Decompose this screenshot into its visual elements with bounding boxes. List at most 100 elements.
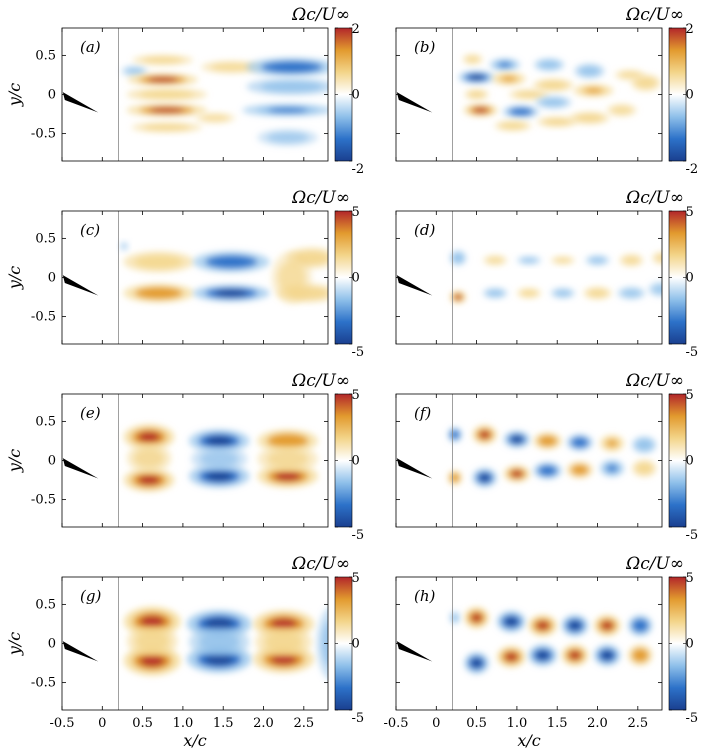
colorbar-tick-label: 0 bbox=[686, 88, 694, 103]
colorbar-tick-label: 5 bbox=[686, 571, 694, 586]
panel-label: (g) bbox=[80, 587, 101, 605]
vortex bbox=[447, 470, 462, 486]
vortex bbox=[257, 129, 318, 146]
vortex bbox=[127, 625, 178, 657]
panel-e: 0.5 0 -0.5 y/c (e) 5 0 -5 Ωc/U∞ bbox=[5, 371, 364, 543]
vortex bbox=[255, 626, 312, 658]
vortex bbox=[464, 607, 489, 629]
x-tick-label: 1.5 bbox=[547, 716, 568, 731]
y-axis-label: y/c bbox=[5, 449, 24, 473]
airfoil bbox=[396, 275, 433, 296]
axes-frame bbox=[395, 576, 663, 711]
vortex bbox=[192, 251, 270, 273]
vortex bbox=[188, 464, 250, 488]
colorbar-title: Ωc/U∞ bbox=[625, 371, 684, 391]
airfoil bbox=[62, 641, 99, 662]
y-axis-label: y/c bbox=[5, 83, 24, 107]
vortex bbox=[489, 58, 520, 72]
vortex bbox=[131, 122, 203, 133]
panel-label: (a) bbox=[80, 38, 101, 56]
vortex bbox=[632, 436, 657, 454]
x-tick-label: 2.0 bbox=[587, 716, 608, 731]
vortex bbox=[242, 103, 328, 117]
vorticity-field bbox=[458, 54, 661, 132]
vortex bbox=[190, 446, 248, 472]
vortex bbox=[464, 652, 489, 674]
colorbar-tick-label: 5 bbox=[686, 388, 694, 403]
vortex bbox=[594, 644, 621, 666]
vortex bbox=[628, 614, 653, 637]
colorbar-tick-label: 0 bbox=[352, 454, 360, 469]
y-axis-label: y/c bbox=[5, 632, 24, 656]
vortex bbox=[619, 253, 644, 267]
y-tick-label: 0.5 bbox=[35, 48, 56, 63]
y-axis-label: y/c bbox=[5, 266, 24, 290]
colorbar-title: Ωc/U∞ bbox=[625, 5, 684, 25]
vortex bbox=[497, 611, 526, 633]
y-tick-label: -0.5 bbox=[31, 127, 56, 142]
x-tick-label: 2.5 bbox=[293, 716, 314, 731]
vortex bbox=[123, 251, 194, 273]
colorbar-title: Ωc/U∞ bbox=[291, 5, 350, 25]
vortex bbox=[257, 445, 318, 473]
colorbar-title: Ωc/U∞ bbox=[291, 371, 350, 391]
vortex bbox=[195, 112, 236, 124]
vortex bbox=[583, 286, 612, 300]
y-tick-label: -0.5 bbox=[31, 310, 56, 325]
vortex bbox=[246, 57, 328, 77]
y-tick-label: 0 bbox=[48, 637, 56, 652]
panel-h: -0.5 0 0.5 1.0 1.5 2.0 2.5 x/c (h) 5 0 -5 Ωc/U∞ bbox=[383, 554, 698, 750]
x-tick-label: 0 bbox=[432, 716, 440, 731]
axes-frame bbox=[395, 210, 663, 345]
vortex bbox=[188, 429, 250, 453]
vortex bbox=[566, 434, 593, 451]
vortex bbox=[257, 429, 318, 453]
panel-label: (b) bbox=[414, 38, 435, 56]
vortex bbox=[123, 283, 194, 303]
vorticity-field bbox=[120, 241, 328, 304]
panel-label: (f) bbox=[414, 404, 431, 422]
y-tick-label: 0 bbox=[48, 271, 56, 286]
vorticity-field bbox=[447, 425, 657, 488]
colorbar-tick-label: 0 bbox=[352, 271, 360, 286]
x-tick-label: 0.5 bbox=[466, 716, 487, 731]
panel-b: (b) 2 0 -2 Ωc/U∞ bbox=[395, 5, 698, 177]
vortex bbox=[516, 256, 542, 265]
vortex bbox=[561, 614, 589, 637]
x-tick-label: -0.5 bbox=[383, 716, 408, 731]
vortex bbox=[483, 287, 508, 299]
vortex bbox=[632, 459, 657, 477]
vortex bbox=[550, 287, 575, 299]
colorbar-tick-label: 0 bbox=[352, 88, 360, 103]
vortex bbox=[628, 644, 653, 666]
colorbar-tick-label: 5 bbox=[352, 205, 360, 220]
vortex bbox=[502, 105, 540, 119]
vortex bbox=[491, 72, 526, 86]
colorbar-tick-label: -5 bbox=[686, 345, 699, 360]
airfoil bbox=[396, 641, 433, 662]
vortex bbox=[449, 611, 460, 625]
vortex bbox=[561, 644, 589, 666]
vortex bbox=[528, 644, 557, 666]
vortex bbox=[533, 432, 562, 450]
vortex bbox=[132, 54, 193, 66]
vorticity-field bbox=[449, 607, 653, 674]
vortex bbox=[497, 646, 526, 668]
vortex bbox=[573, 84, 614, 97]
y-tick-label: 0 bbox=[48, 88, 56, 103]
vortex bbox=[508, 89, 550, 100]
colorbar-title: Ωc/U∞ bbox=[625, 554, 684, 574]
vortex bbox=[630, 74, 661, 92]
vortex bbox=[534, 58, 565, 72]
vortex bbox=[126, 443, 172, 473]
vortex bbox=[533, 462, 562, 480]
vortex bbox=[472, 425, 497, 445]
panel-f: (f) 5 0 -5 Ωc/U∞ bbox=[395, 371, 698, 543]
vortex bbox=[550, 256, 575, 265]
vortex bbox=[126, 88, 208, 101]
panel-label: (d) bbox=[414, 221, 435, 239]
vortex bbox=[516, 287, 542, 299]
colorbar-tick-label: -2 bbox=[352, 162, 365, 177]
vortex bbox=[123, 424, 175, 450]
